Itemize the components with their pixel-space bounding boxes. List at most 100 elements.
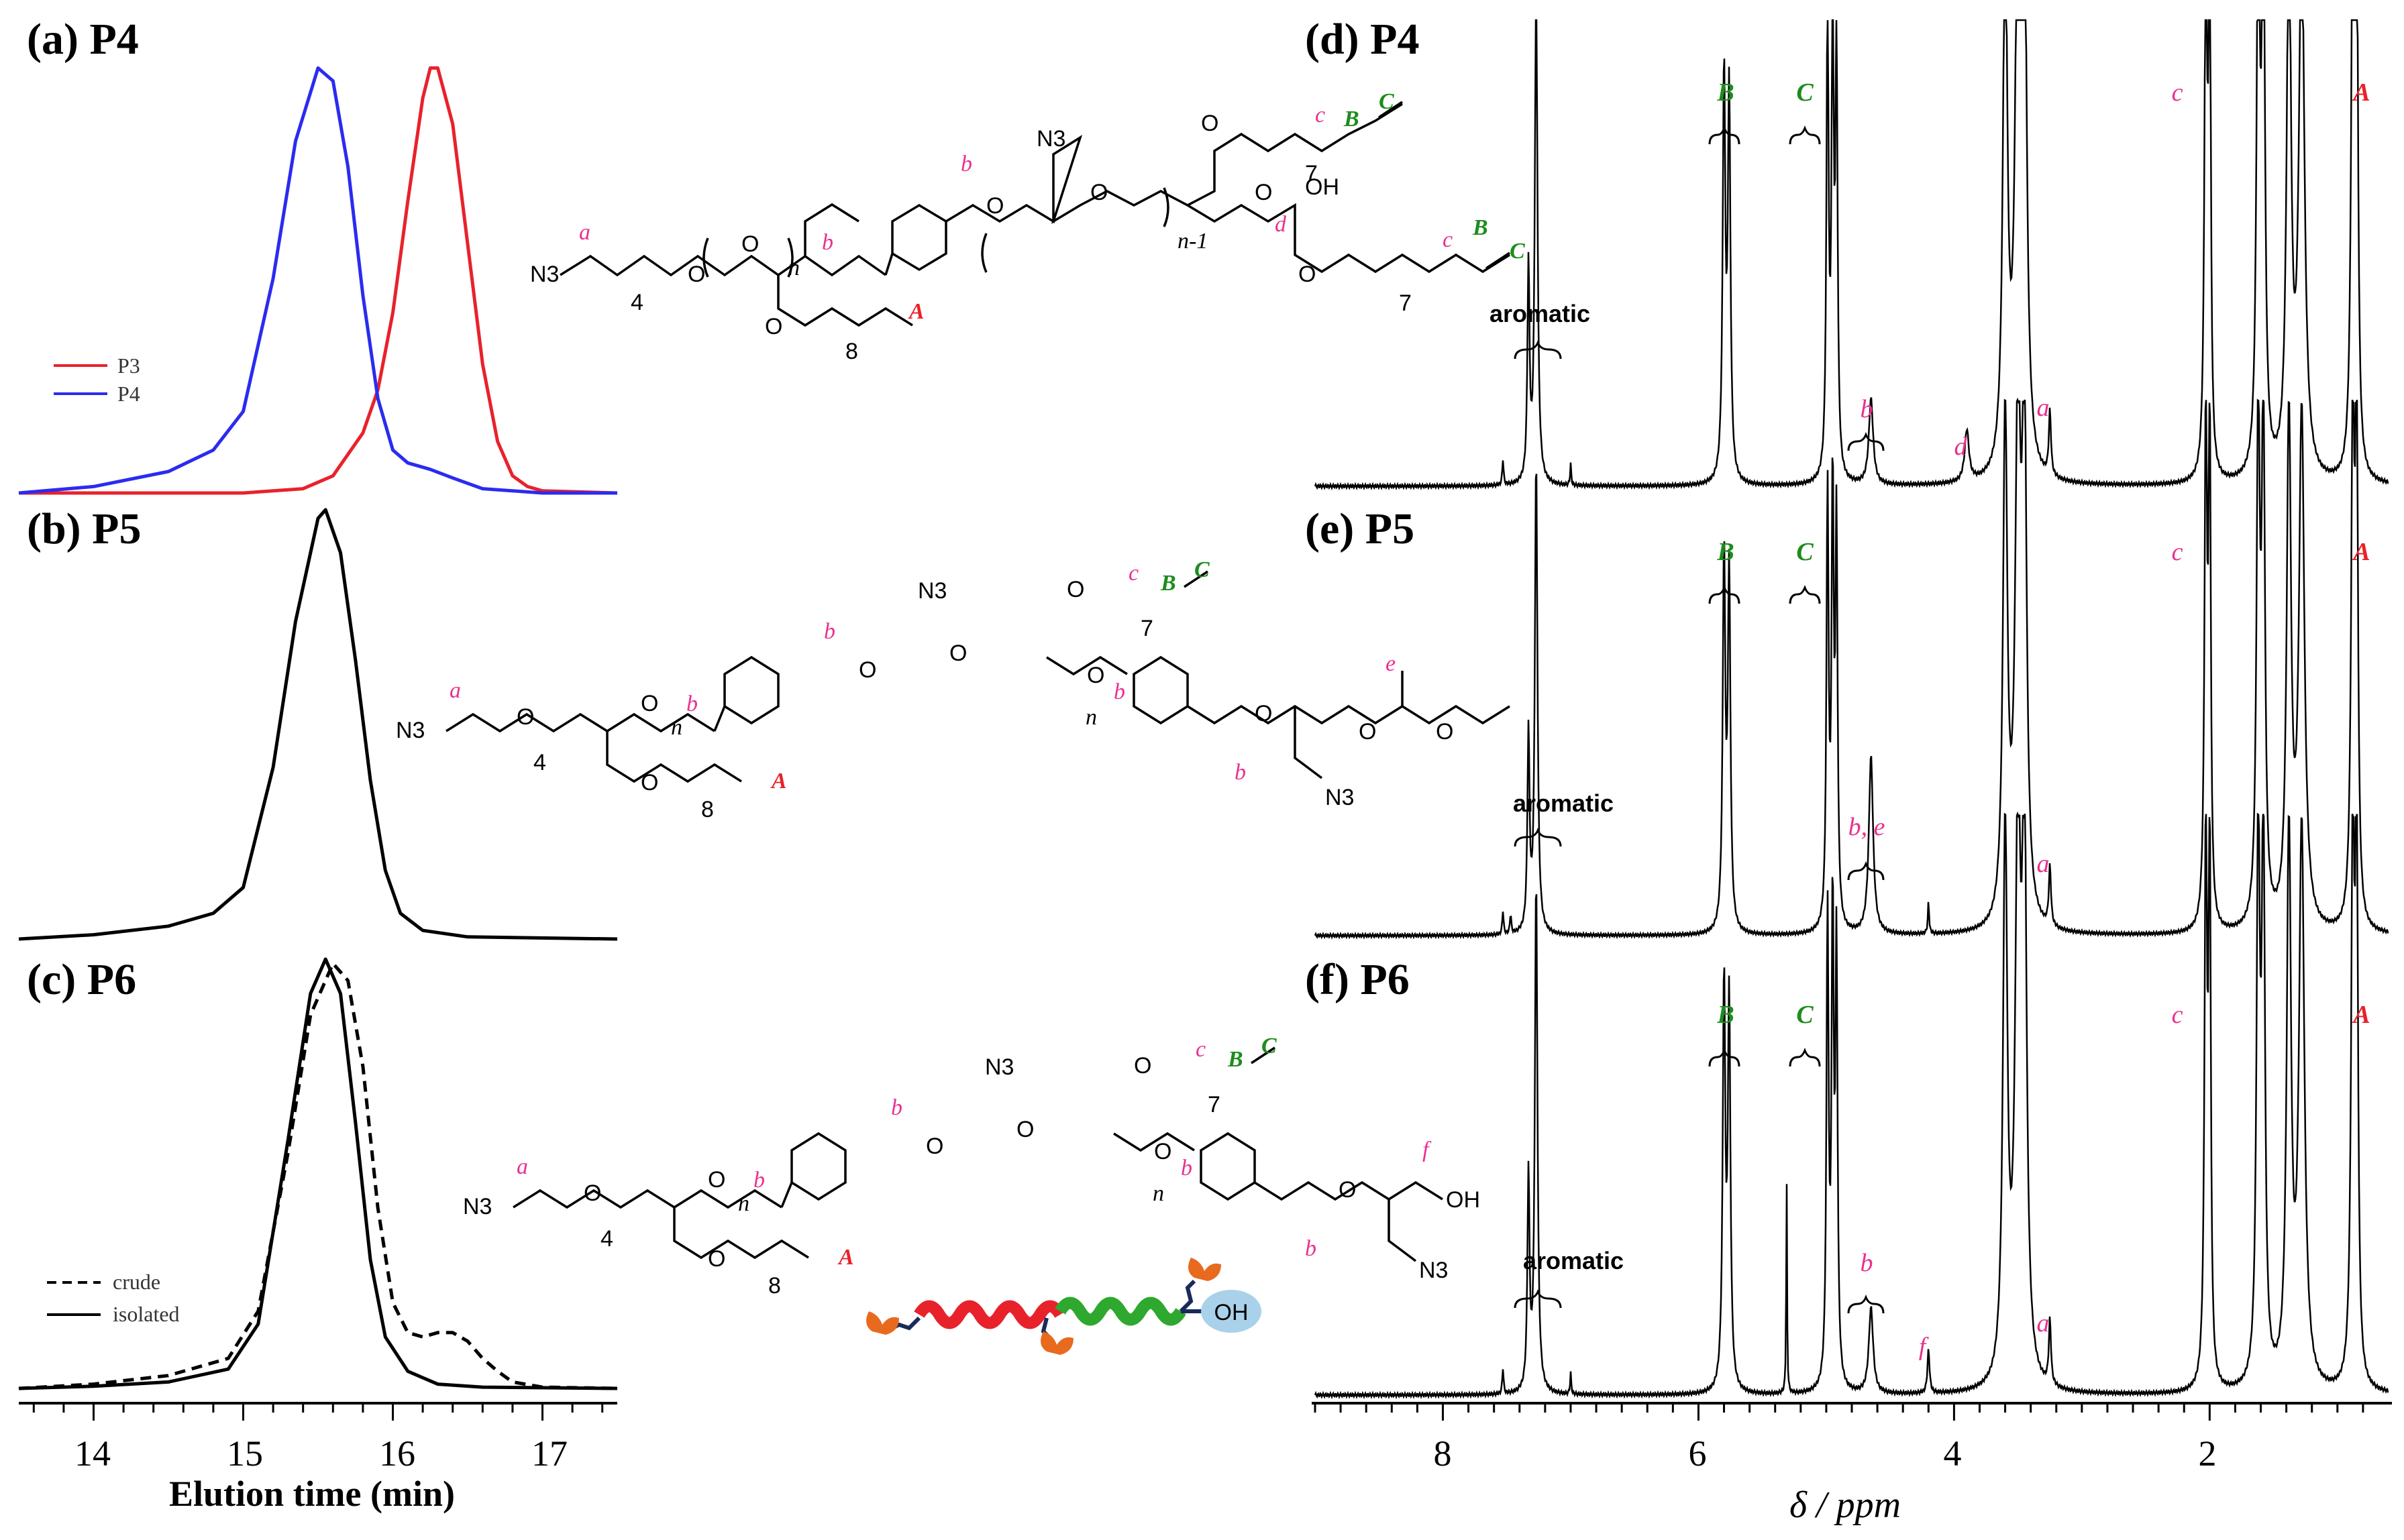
structure-p6-vinyl xyxy=(1251,1046,1275,1064)
p5-n3-top: N3 xyxy=(918,578,947,604)
p4-four: 4 xyxy=(631,290,643,315)
p5-n-1: n xyxy=(671,715,682,740)
label-B-e: B xyxy=(1716,538,1734,566)
p6-label-b-4: b xyxy=(1305,1236,1316,1261)
gpc-traces-b xyxy=(18,508,618,941)
gpc-tick-14: 14 xyxy=(74,1433,111,1474)
gpc-series-p3 xyxy=(19,66,618,495)
structure-p6-core xyxy=(780,1182,793,1208)
gpc-tick-16: 16 xyxy=(379,1433,415,1474)
label-a-f: a xyxy=(2037,1309,2050,1337)
label-A-f: A xyxy=(2352,1001,2370,1029)
gpc-series-p5 xyxy=(18,508,618,941)
nmr-spectra: (d) P4 (e) P5 (f) P6 xyxy=(1305,15,2389,1400)
structure-p4 xyxy=(560,101,1510,327)
structure-p5-vinyl xyxy=(1184,570,1208,588)
gpc-axis-ticks xyxy=(32,1403,604,1421)
label-c-f: c xyxy=(2172,1001,2183,1029)
gpc-series-crude xyxy=(18,961,618,1390)
structure-p5-benzene-1 xyxy=(723,655,780,725)
p5-label-B: B xyxy=(1160,571,1176,596)
p6-n3-left: N3 xyxy=(463,1194,492,1219)
gpc-traces-c xyxy=(18,957,618,1390)
label-B-d: B xyxy=(1716,78,1734,107)
p4-oh: OH xyxy=(1305,174,1339,200)
label-A-e: A xyxy=(2352,538,2370,566)
p5-seven: 7 xyxy=(1141,616,1153,641)
p4-o-2: O xyxy=(741,231,759,257)
p4-n: n xyxy=(788,256,800,280)
p6-eight: 8 xyxy=(768,1273,781,1299)
nmr-axis-ticks xyxy=(1314,1403,2364,1421)
gpc-panel-a: (a) P4 P3 P4 xyxy=(18,15,618,495)
p6-n-2: n xyxy=(1153,1181,1164,1206)
p5-label-C: C xyxy=(1194,557,1210,582)
p5-label-b-4: b xyxy=(1235,760,1246,785)
structure-p5 xyxy=(446,570,1510,783)
panel-label-a: (a) P4 xyxy=(27,15,139,64)
p5-o-2: O xyxy=(641,691,658,716)
gpc-series-p4 xyxy=(18,66,617,495)
brace-B-e xyxy=(1708,584,1740,604)
brace-C-e xyxy=(1789,584,1821,604)
p6-label-b-3: b xyxy=(1181,1156,1192,1180)
p5-label-A: A xyxy=(770,769,787,793)
structure-p6-left xyxy=(513,1189,782,1209)
p5-o-9: O xyxy=(1359,719,1376,745)
p4-seven-1: 7 xyxy=(1305,161,1318,186)
p6-label-B: B xyxy=(1227,1047,1243,1072)
p4-label-b-2: b xyxy=(961,152,972,176)
cartoon-oh-bubble xyxy=(1201,1290,1261,1333)
label-b-f: b xyxy=(1861,1249,1873,1277)
brace-b-d xyxy=(1847,431,1885,451)
gpc-series-isolated xyxy=(18,957,618,1390)
structure-p4-core-2 xyxy=(1187,203,1510,274)
p6-n-1: n xyxy=(738,1191,749,1216)
cartoon-blob-top xyxy=(1188,1258,1221,1281)
label-aromatic-e: aromatic xyxy=(1513,789,1614,817)
p6-o-7: O xyxy=(1154,1139,1171,1164)
nmr-spectrum-p4 xyxy=(1314,19,2389,491)
p4-label-c-2: c xyxy=(1443,227,1453,252)
brace-C-d xyxy=(1789,125,1821,145)
p4-o-6: O xyxy=(1201,111,1218,136)
p4-seven-2: 7 xyxy=(1399,290,1412,316)
structure-p5-tail-n3 xyxy=(1294,706,1323,779)
structure-p5-left xyxy=(446,712,715,733)
structure-p4-text: N3 O O 4 O 8 n a b b A N3 O O O O OH O 7… xyxy=(530,89,1525,364)
p5-label-b-1: b xyxy=(686,692,698,716)
nmr-spectrum-p5 xyxy=(1314,397,2389,940)
p6-label-C: C xyxy=(1261,1034,1277,1058)
cartoon-linker-right xyxy=(1179,1279,1196,1313)
nmr-tick-8: 8 xyxy=(1434,1433,1452,1474)
structure-p5-right xyxy=(1046,655,1128,676)
structure-p4-backbone-left xyxy=(560,254,887,277)
p6-label-f: f xyxy=(1422,1138,1432,1162)
cartoon-blob-left xyxy=(866,1311,899,1335)
structure-p4-link-1 xyxy=(884,253,894,276)
structure-p4-benzene-1 xyxy=(891,203,947,272)
label-A-d: A xyxy=(2352,78,2370,107)
label-aromatic-f: aromatic xyxy=(1523,1247,1624,1274)
p5-o-8: O xyxy=(1255,701,1272,726)
p4-o-4: O xyxy=(986,193,1004,219)
p5-label-b-3: b xyxy=(1114,679,1125,704)
structure-p4-vinyl-1 xyxy=(1378,101,1403,119)
p5-o-1: O xyxy=(517,704,534,730)
p6-seven: 7 xyxy=(1208,1092,1220,1117)
structure-p4-side-left xyxy=(804,203,859,256)
p6-n3-bottom: N3 xyxy=(1419,1258,1448,1283)
structure-p4-paren-open-1 xyxy=(981,233,988,273)
p4-o-8: O xyxy=(1298,262,1316,287)
p4-o-3: O xyxy=(765,314,782,339)
structure-p6-tail-n3 xyxy=(1388,1199,1417,1262)
label-C-f: C xyxy=(1796,1001,1814,1029)
brace-b-f xyxy=(1847,1294,1885,1314)
structure-p6-side xyxy=(673,1207,809,1260)
p5-o-4: O xyxy=(859,657,876,683)
cartoon-blob-mid xyxy=(1041,1331,1074,1355)
p6-four: 4 xyxy=(600,1226,613,1252)
p5-n3-bottom: N3 xyxy=(1325,785,1354,810)
p4-o-5: O xyxy=(1090,180,1108,205)
